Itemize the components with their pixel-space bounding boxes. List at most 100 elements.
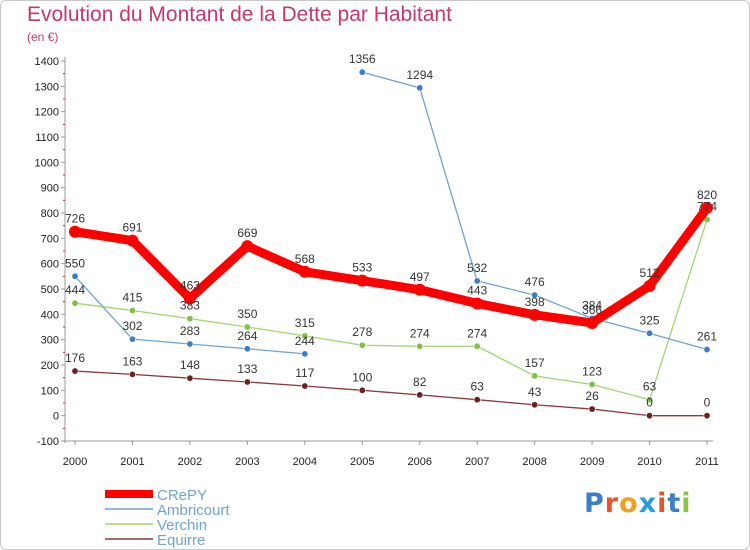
series-line-verchin bbox=[74, 218, 708, 401]
data-label: 315 bbox=[295, 316, 315, 330]
y-tick-label: 0 bbox=[53, 411, 59, 423]
data-label: 568 bbox=[295, 252, 315, 266]
data-label: 176 bbox=[65, 351, 85, 365]
data-label: 533 bbox=[352, 261, 372, 275]
data-label: 476 bbox=[525, 275, 545, 289]
data-label: 163 bbox=[122, 354, 142, 368]
point-equirre bbox=[646, 412, 654, 420]
data-label: 669 bbox=[237, 226, 257, 240]
point-crepy bbox=[126, 234, 139, 247]
data-label: 82 bbox=[413, 375, 427, 389]
data-label: 384 bbox=[582, 298, 602, 312]
legend-label: Ambricourt bbox=[157, 502, 230, 519]
legend-label: Verchin bbox=[157, 517, 207, 534]
point-verchin bbox=[128, 307, 136, 315]
point-verchin bbox=[588, 381, 596, 389]
data-label: 691 bbox=[122, 221, 142, 235]
series-layer bbox=[69, 68, 713, 420]
data-label: 148 bbox=[180, 358, 200, 372]
point-ambricourt bbox=[473, 277, 481, 285]
data-label: 133 bbox=[237, 362, 257, 376]
data-label: 398 bbox=[525, 295, 545, 309]
point-ambricourt bbox=[71, 272, 79, 280]
data-label: 325 bbox=[640, 313, 660, 327]
point-ambricourt bbox=[186, 340, 194, 348]
point-crepy bbox=[69, 225, 81, 238]
point-verchin bbox=[473, 342, 481, 350]
data-label: 63 bbox=[643, 380, 657, 394]
data-label: 302 bbox=[122, 319, 142, 333]
data-label: 532 bbox=[467, 261, 487, 275]
point-ambricourt bbox=[531, 291, 539, 299]
point-ambricourt bbox=[301, 350, 309, 358]
legend-label: Equirre bbox=[157, 532, 205, 549]
point-ambricourt bbox=[358, 68, 366, 76]
point-ambricourt bbox=[416, 84, 424, 92]
legend-label: CRePY bbox=[157, 487, 207, 504]
chart-title: Evolution du Montant de la Dette par Hab… bbox=[27, 3, 452, 26]
data-label: 274 bbox=[467, 326, 487, 340]
x-tick-label: 2007 bbox=[465, 456, 489, 468]
point-crepy bbox=[528, 308, 541, 321]
x-tick-label: 2005 bbox=[350, 456, 374, 468]
point-equirre bbox=[128, 370, 136, 378]
point-equirre bbox=[358, 386, 366, 394]
point-equirre bbox=[186, 374, 194, 382]
point-ambricourt bbox=[703, 346, 711, 354]
point-ambricourt bbox=[646, 329, 654, 337]
data-label: 443 bbox=[467, 283, 487, 297]
y-tick-label: 1400 bbox=[35, 56, 59, 68]
data-label: 726 bbox=[65, 212, 85, 226]
point-verchin bbox=[646, 396, 654, 404]
y-tick-label: 900 bbox=[41, 183, 59, 195]
data-label: 26 bbox=[585, 389, 599, 403]
data-label: 117 bbox=[295, 366, 314, 380]
x-tick-label: 2011 bbox=[695, 456, 719, 468]
data-label: 463 bbox=[180, 278, 200, 292]
axes: -100010020030040050060070080090010001100… bbox=[35, 56, 719, 468]
y-tick-label: 400 bbox=[41, 309, 59, 321]
series-line-crepy bbox=[70, 203, 712, 328]
data-label: 383 bbox=[180, 299, 200, 313]
data-label: 1356 bbox=[349, 52, 376, 66]
x-tick-label: 2010 bbox=[637, 456, 661, 468]
data-label: 415 bbox=[122, 291, 142, 305]
unit-label: (en €) bbox=[27, 30, 59, 44]
point-crepy bbox=[356, 274, 369, 287]
point-equirre bbox=[301, 382, 309, 390]
point-equirre bbox=[473, 396, 481, 404]
x-tick-label: 2008 bbox=[522, 456, 546, 468]
point-verchin bbox=[416, 342, 424, 350]
data-label: 264 bbox=[237, 329, 257, 343]
data-label: 100 bbox=[352, 370, 372, 384]
x-tick-label: 2001 bbox=[120, 456, 144, 468]
x-tick-label: 2000 bbox=[63, 456, 87, 468]
data-label: 43 bbox=[528, 385, 542, 399]
data-label: 283 bbox=[180, 324, 200, 338]
data-label: 1294 bbox=[406, 68, 433, 82]
y-tick-label: 1000 bbox=[35, 157, 59, 169]
y-tick-label: 1300 bbox=[35, 81, 59, 93]
point-crepy bbox=[471, 297, 484, 310]
point-equirre bbox=[588, 405, 596, 413]
point-crepy bbox=[241, 240, 254, 253]
series-line-equirre bbox=[74, 370, 708, 417]
data-label: 366 bbox=[582, 303, 602, 317]
data-labels-layer: 7266914636695685334974433983665128205503… bbox=[65, 52, 717, 410]
point-verchin bbox=[186, 315, 194, 323]
x-tick-label: 2006 bbox=[407, 456, 431, 468]
point-equirre bbox=[71, 367, 79, 375]
y-tick-label: 500 bbox=[41, 284, 59, 296]
data-label: 261 bbox=[697, 330, 717, 344]
data-label: 350 bbox=[237, 307, 257, 321]
x-tick-label: 2003 bbox=[235, 456, 259, 468]
data-label: 274 bbox=[410, 326, 430, 340]
point-equirre bbox=[531, 401, 539, 409]
data-label: 820 bbox=[697, 188, 717, 202]
x-tick-label: 2004 bbox=[293, 456, 317, 468]
y-tick-label: 800 bbox=[41, 208, 59, 220]
data-label: 157 bbox=[525, 356, 545, 370]
point-verchin bbox=[243, 323, 251, 331]
